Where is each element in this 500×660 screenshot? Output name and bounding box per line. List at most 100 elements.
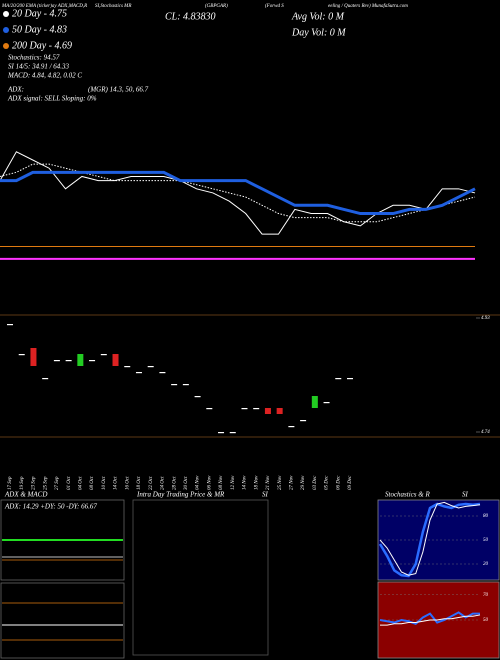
x-tick-label: 09 Dec xyxy=(348,475,353,490)
candle-body xyxy=(311,396,318,408)
x-tick-label: 27 Sep xyxy=(55,476,60,490)
strip-text: (GBPGAR) xyxy=(205,4,228,9)
x-tick-label: 14 Oct xyxy=(114,476,119,490)
candle-body xyxy=(42,378,49,380)
candle-body xyxy=(300,420,307,422)
avg-volume: Avg Vol: 0 M xyxy=(291,11,345,22)
legend-label: 50 Day - 4.83 xyxy=(12,24,67,35)
candle-body xyxy=(65,360,72,362)
macd-text: MACD: 4.84, 4.82, 0.02 C xyxy=(7,72,82,80)
candle-body xyxy=(276,408,283,414)
candle-body xyxy=(323,402,330,404)
candle-body xyxy=(182,384,189,386)
x-tick-label: 23 Sep xyxy=(32,476,37,490)
candle-body xyxy=(253,408,260,410)
candle-body xyxy=(218,432,225,434)
series-line xyxy=(0,151,476,235)
candle-body xyxy=(241,408,248,410)
strip-text: MA/20/200 EMA (ticker)ay ADX,MACD,R xyxy=(1,4,87,9)
candle-body xyxy=(194,396,201,398)
x-tick-label: 25 Nov xyxy=(278,475,283,490)
x-tick-label: 16 Oct xyxy=(125,476,130,490)
legend-swatch xyxy=(3,27,9,33)
strip-text: SI,Stochastics MR xyxy=(95,4,131,9)
candle-body xyxy=(124,366,131,368)
strip-text: (Forwd S xyxy=(265,4,284,9)
day-volume: Day Vol: 0 M xyxy=(291,27,346,38)
legend-label: 200 Day - 4.69 xyxy=(12,40,72,51)
candle-body xyxy=(77,354,84,366)
x-tick-label: 24 Oct xyxy=(161,476,166,490)
adx-text: ADX: xyxy=(7,86,24,94)
adx-panel-values: ADX: 14.29 +DY: 50 -DY: 66.67 xyxy=(4,503,97,511)
panel-title: Stochastics & R xyxy=(385,491,430,499)
candle-body xyxy=(30,348,37,366)
x-tick-label: 28 Oct xyxy=(172,476,177,490)
candle-body xyxy=(159,372,166,374)
x-tick-label: 22 Oct xyxy=(149,476,154,490)
x-tick-label: 08 Nov xyxy=(219,475,224,490)
legend-label: 20 Day - 4.75 xyxy=(12,8,67,19)
x-tick-label: 08 Oct xyxy=(90,476,95,490)
candle-body xyxy=(7,324,13,326)
rsi-text: SI 14/5: 34.91 / 64.33 xyxy=(8,63,70,71)
candle-body xyxy=(206,408,213,410)
candle-body xyxy=(89,360,96,362)
y-tick-label: 80 xyxy=(483,514,489,519)
panel-title: ADX & MACD xyxy=(4,491,47,499)
x-tick-label: 18 Nov xyxy=(254,475,259,490)
candle-body xyxy=(171,384,178,386)
strip-text: eeling / Quaters Rev) MunafaSutra.com xyxy=(328,4,408,9)
panel-title: SI xyxy=(462,491,469,499)
y-tick-label: 70 xyxy=(483,593,489,598)
series-line xyxy=(0,170,476,216)
adx-values: (MGR) 14.3, 50, 66.7 xyxy=(88,86,149,94)
x-tick-label: 21 Nov xyxy=(266,475,271,490)
stochastics-text: Stochastics: 94.57 xyxy=(8,54,60,62)
adx-signal: ADX signal: SELL Sloping: 0% xyxy=(7,95,97,103)
series-line xyxy=(380,614,481,626)
x-tick-label: 05 Dec xyxy=(325,475,330,490)
x-tick-label: 19 Sep xyxy=(20,476,25,490)
x-tick-label: 06 Dec xyxy=(336,475,341,490)
x-tick-label: 30 Oct xyxy=(184,476,189,490)
candle-body xyxy=(229,432,236,434)
series-line xyxy=(379,501,481,576)
x-tick-label: 03 Dec xyxy=(313,475,318,490)
x-tick-label: 25 Sep xyxy=(43,476,48,490)
x-tick-label: 17 Sep xyxy=(8,476,13,490)
panel-title: SI xyxy=(262,491,269,499)
x-tick-label: 10 Oct xyxy=(102,476,107,490)
candle-body xyxy=(135,372,142,374)
close-price: CL: 4.83830 xyxy=(165,11,216,22)
x-tick-label: 14 Nov xyxy=(243,475,248,490)
macd-panel xyxy=(0,582,125,659)
candle-body xyxy=(288,426,295,428)
adx-panel xyxy=(0,499,125,581)
series-line xyxy=(379,611,480,625)
x-tick-label: 01 Oct xyxy=(67,476,72,490)
candle-body xyxy=(100,354,107,356)
y-tick-label: 50 xyxy=(483,618,489,623)
candle-body xyxy=(112,354,119,366)
series-line xyxy=(0,163,476,223)
candle-body xyxy=(335,378,342,380)
panel-title: Intra Day Trading Price & MR xyxy=(136,491,225,499)
candle-body xyxy=(18,354,25,356)
candle-body xyxy=(264,408,271,414)
x-tick-label: 12 Nov xyxy=(231,475,236,490)
candle-body xyxy=(147,366,154,368)
x-tick-label: 29 Nov xyxy=(301,475,306,490)
x-tick-label: 27 Nov xyxy=(290,475,295,490)
candle-body xyxy=(347,378,353,380)
y-tick-label: 4.93 xyxy=(481,316,490,321)
legend-swatch xyxy=(3,11,9,17)
y-tick-label: 50 xyxy=(483,538,489,543)
x-tick-label: 04 Oct xyxy=(78,476,83,490)
x-tick-label: 18 Oct xyxy=(137,476,142,490)
intraday-panel xyxy=(132,499,269,656)
legend-swatch xyxy=(3,43,9,49)
x-tick-label: 06 Nov xyxy=(207,475,212,490)
